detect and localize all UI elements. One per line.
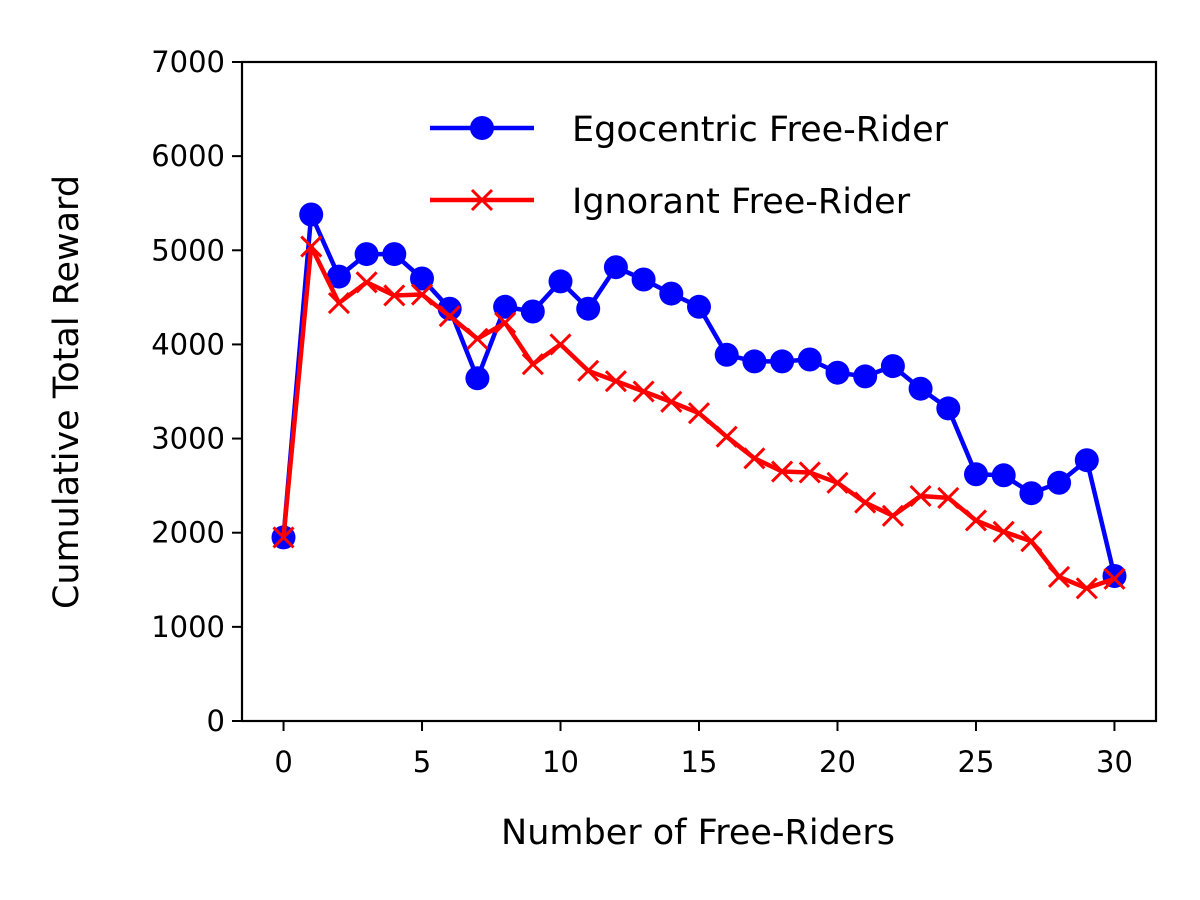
data-point-egocentric — [1019, 481, 1044, 506]
series-line-egocentric — [281, 212, 1117, 577]
y-axis-title: Cumulative Total Reward — [47, 175, 87, 609]
data-point-egocentric — [853, 364, 878, 389]
x-tick-label: 15 — [681, 745, 718, 779]
data-point-egocentric — [908, 376, 933, 401]
data-point-egocentric — [437, 296, 462, 321]
data-point-ignorant — [604, 370, 627, 393]
data-point-egocentric — [1047, 470, 1072, 495]
data-point-ignorant — [826, 471, 849, 494]
data-point-ignorant — [355, 271, 378, 294]
data-point-ignorant — [743, 447, 766, 470]
data-point-egocentric — [631, 267, 656, 292]
data-point-ignorant — [687, 402, 711, 425]
data-point-ignorant — [1103, 567, 1126, 590]
data-point-egocentric — [548, 269, 573, 294]
data-point-ignorant — [771, 460, 794, 483]
data-point-egocentric — [687, 294, 711, 319]
y-tick-label: 5000 — [151, 233, 225, 267]
x-axis-title: Number of Free-Riders — [501, 813, 895, 853]
legend-marker-ignorant — [470, 188, 494, 212]
data-point-egocentric — [659, 281, 684, 306]
data-point-ignorant — [410, 283, 434, 306]
data-point-ignorant — [272, 526, 295, 549]
data-point-ignorant — [466, 327, 489, 350]
y-tick-label: 1000 — [151, 610, 225, 644]
data-point-ignorant — [327, 291, 350, 315]
data-point-egocentric — [520, 299, 545, 324]
data-point-ignorant — [383, 284, 406, 307]
data-point-ignorant — [494, 311, 517, 334]
data-point-ignorant — [632, 380, 655, 403]
y-tick-label: 3000 — [151, 422, 225, 456]
legend-label-egocentric: Egocentric Free-Rider — [572, 110, 949, 150]
data-point-egocentric — [880, 354, 905, 379]
legend: Egocentric Free-Rider Ignorant Free-Ride… — [430, 110, 949, 222]
x-tick-label: 0 — [274, 745, 292, 779]
data-point-egocentric — [354, 242, 379, 267]
y-tick-label: 4000 — [151, 327, 225, 361]
data-point-ignorant — [937, 486, 960, 509]
data-point-egocentric — [1074, 448, 1099, 473]
data-point-ignorant — [660, 390, 683, 413]
plot-frame — [240, 60, 1158, 723]
x-tick-label: 5 — [413, 745, 431, 779]
y-tick-label: 6000 — [151, 139, 225, 173]
legend-entry-egocentric: Egocentric Free-Rider — [430, 110, 949, 150]
data-point-ignorant — [300, 235, 323, 258]
data-point-ignorant — [1047, 565, 1071, 589]
x-tick-label: 30 — [1096, 745, 1133, 779]
x-tick-label: 10 — [542, 745, 579, 779]
data-point-egocentric — [603, 255, 628, 280]
data-point-ignorant — [798, 461, 821, 484]
data-point-ignorant — [854, 491, 877, 514]
data-point-egocentric — [299, 202, 324, 227]
y-tick-label: 7000 — [151, 45, 225, 79]
data-point-ignorant — [909, 484, 932, 508]
axes: 0 5 10 15 20 25 30 0 1000 2000 3000 4000 5000 6000 700… — [151, 45, 1158, 779]
data-point-egocentric — [964, 462, 988, 487]
data-point-ignorant — [549, 333, 572, 356]
data-point-ignorant — [964, 509, 988, 532]
data-point-egocentric — [465, 366, 490, 391]
data-point-ignorant — [577, 359, 600, 382]
data-point-egocentric — [742, 349, 767, 374]
data-point-ignorant — [438, 305, 461, 328]
data-point-ignorant — [1075, 577, 1098, 600]
data-point-ignorant — [521, 353, 544, 376]
data-point-egocentric — [576, 296, 601, 321]
data-point-ignorant — [881, 504, 904, 527]
x-tick-label: 25 — [958, 745, 995, 779]
plot-area — [271, 202, 1127, 600]
y-tick-label: 0 — [207, 704, 225, 738]
legend-entry-ignorant: Ignorant Free-Rider — [430, 182, 911, 222]
data-point-egocentric — [326, 264, 351, 289]
data-point-egocentric — [1102, 564, 1127, 588]
data-point-egocentric — [714, 342, 739, 367]
data-point-egocentric — [991, 463, 1016, 488]
data-point-ignorant — [1020, 530, 1043, 553]
legend-marker-egocentric — [470, 116, 494, 140]
data-point-egocentric — [825, 360, 850, 385]
data-point-egocentric — [797, 347, 822, 372]
data-point-ignorant — [992, 520, 1015, 543]
data-point-egocentric — [410, 266, 434, 291]
x-tick-label: 20 — [819, 745, 856, 779]
data-point-egocentric — [382, 242, 407, 267]
legend-label-ignorant: Ignorant Free-Rider — [572, 182, 911, 222]
data-point-egocentric — [770, 349, 795, 374]
data-point-egocentric — [936, 396, 961, 421]
data-point-egocentric — [493, 294, 518, 319]
data-point-ignorant — [715, 425, 738, 448]
y-tick-label: 2000 — [151, 516, 225, 550]
